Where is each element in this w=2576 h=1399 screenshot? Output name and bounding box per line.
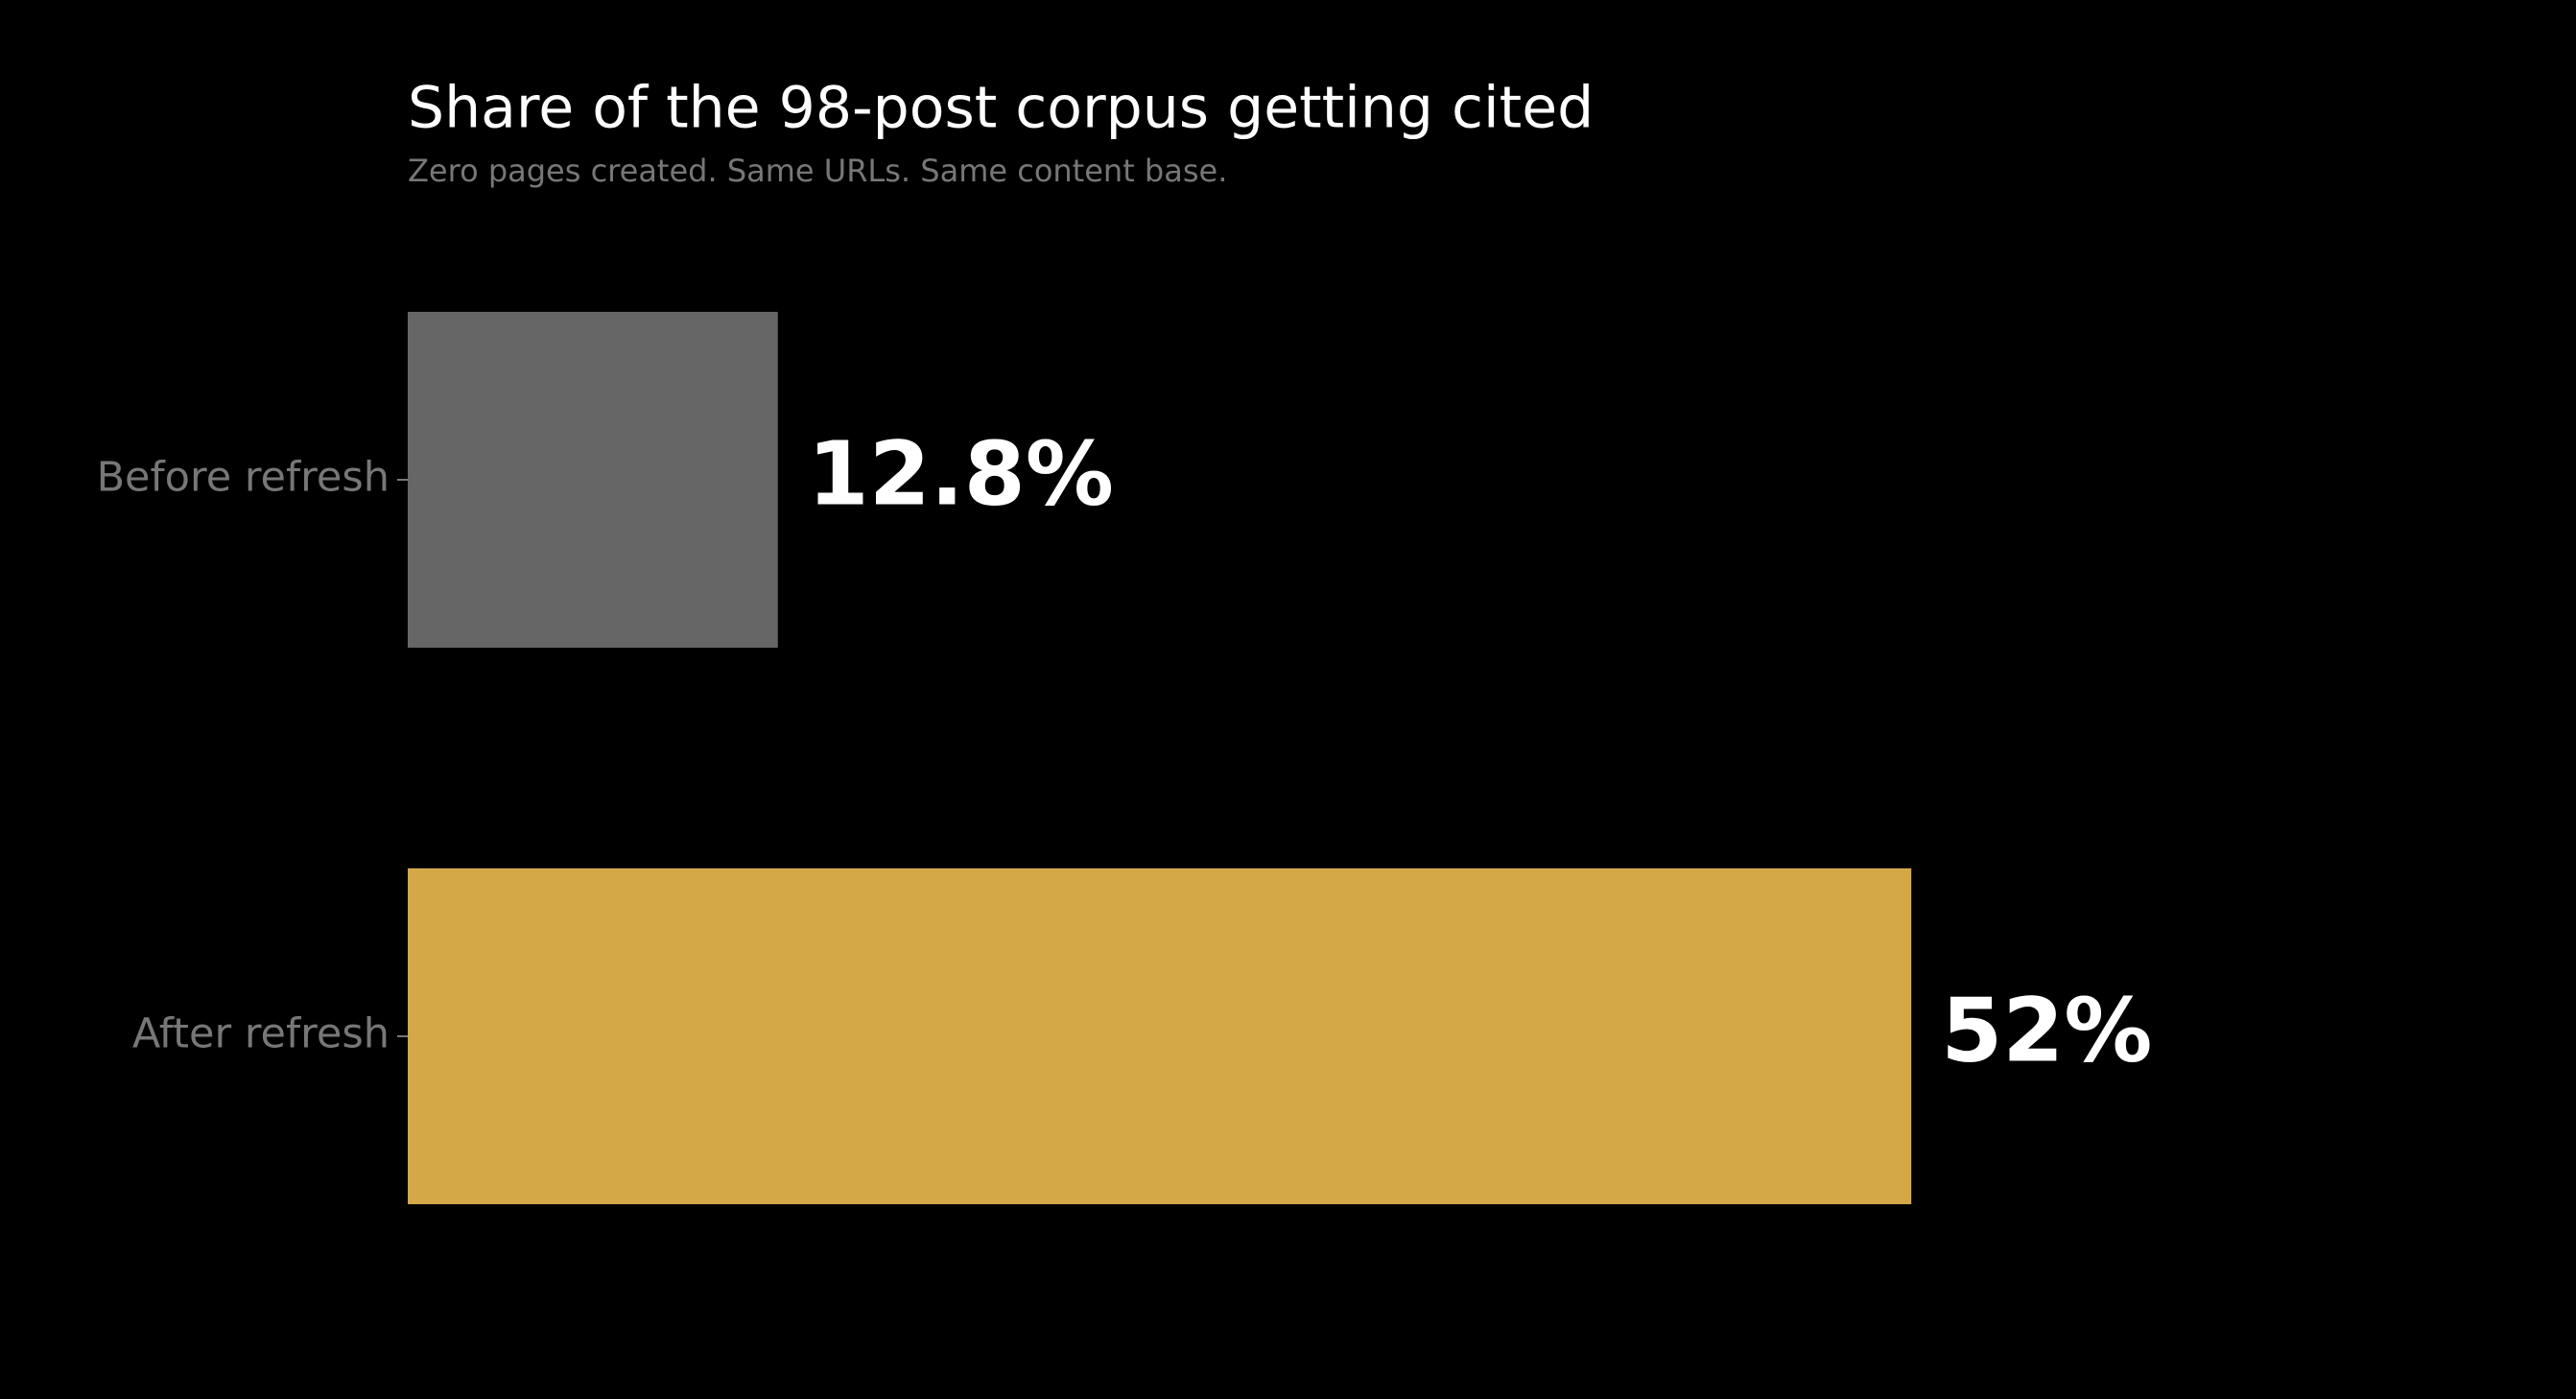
y-tick-label: After refresh <box>132 1010 390 1058</box>
bar <box>408 868 1912 1204</box>
value-label: 52% <box>1941 979 2152 1081</box>
bar <box>408 312 778 648</box>
y-tick-label: Before refresh <box>97 454 390 502</box>
chart-title: Share of the 98-post corpus getting cite… <box>408 75 1594 142</box>
value-label: 12.8% <box>808 422 1114 525</box>
chart-subtitle: Zero pages created. Same URLs. Same cont… <box>408 153 1227 189</box>
